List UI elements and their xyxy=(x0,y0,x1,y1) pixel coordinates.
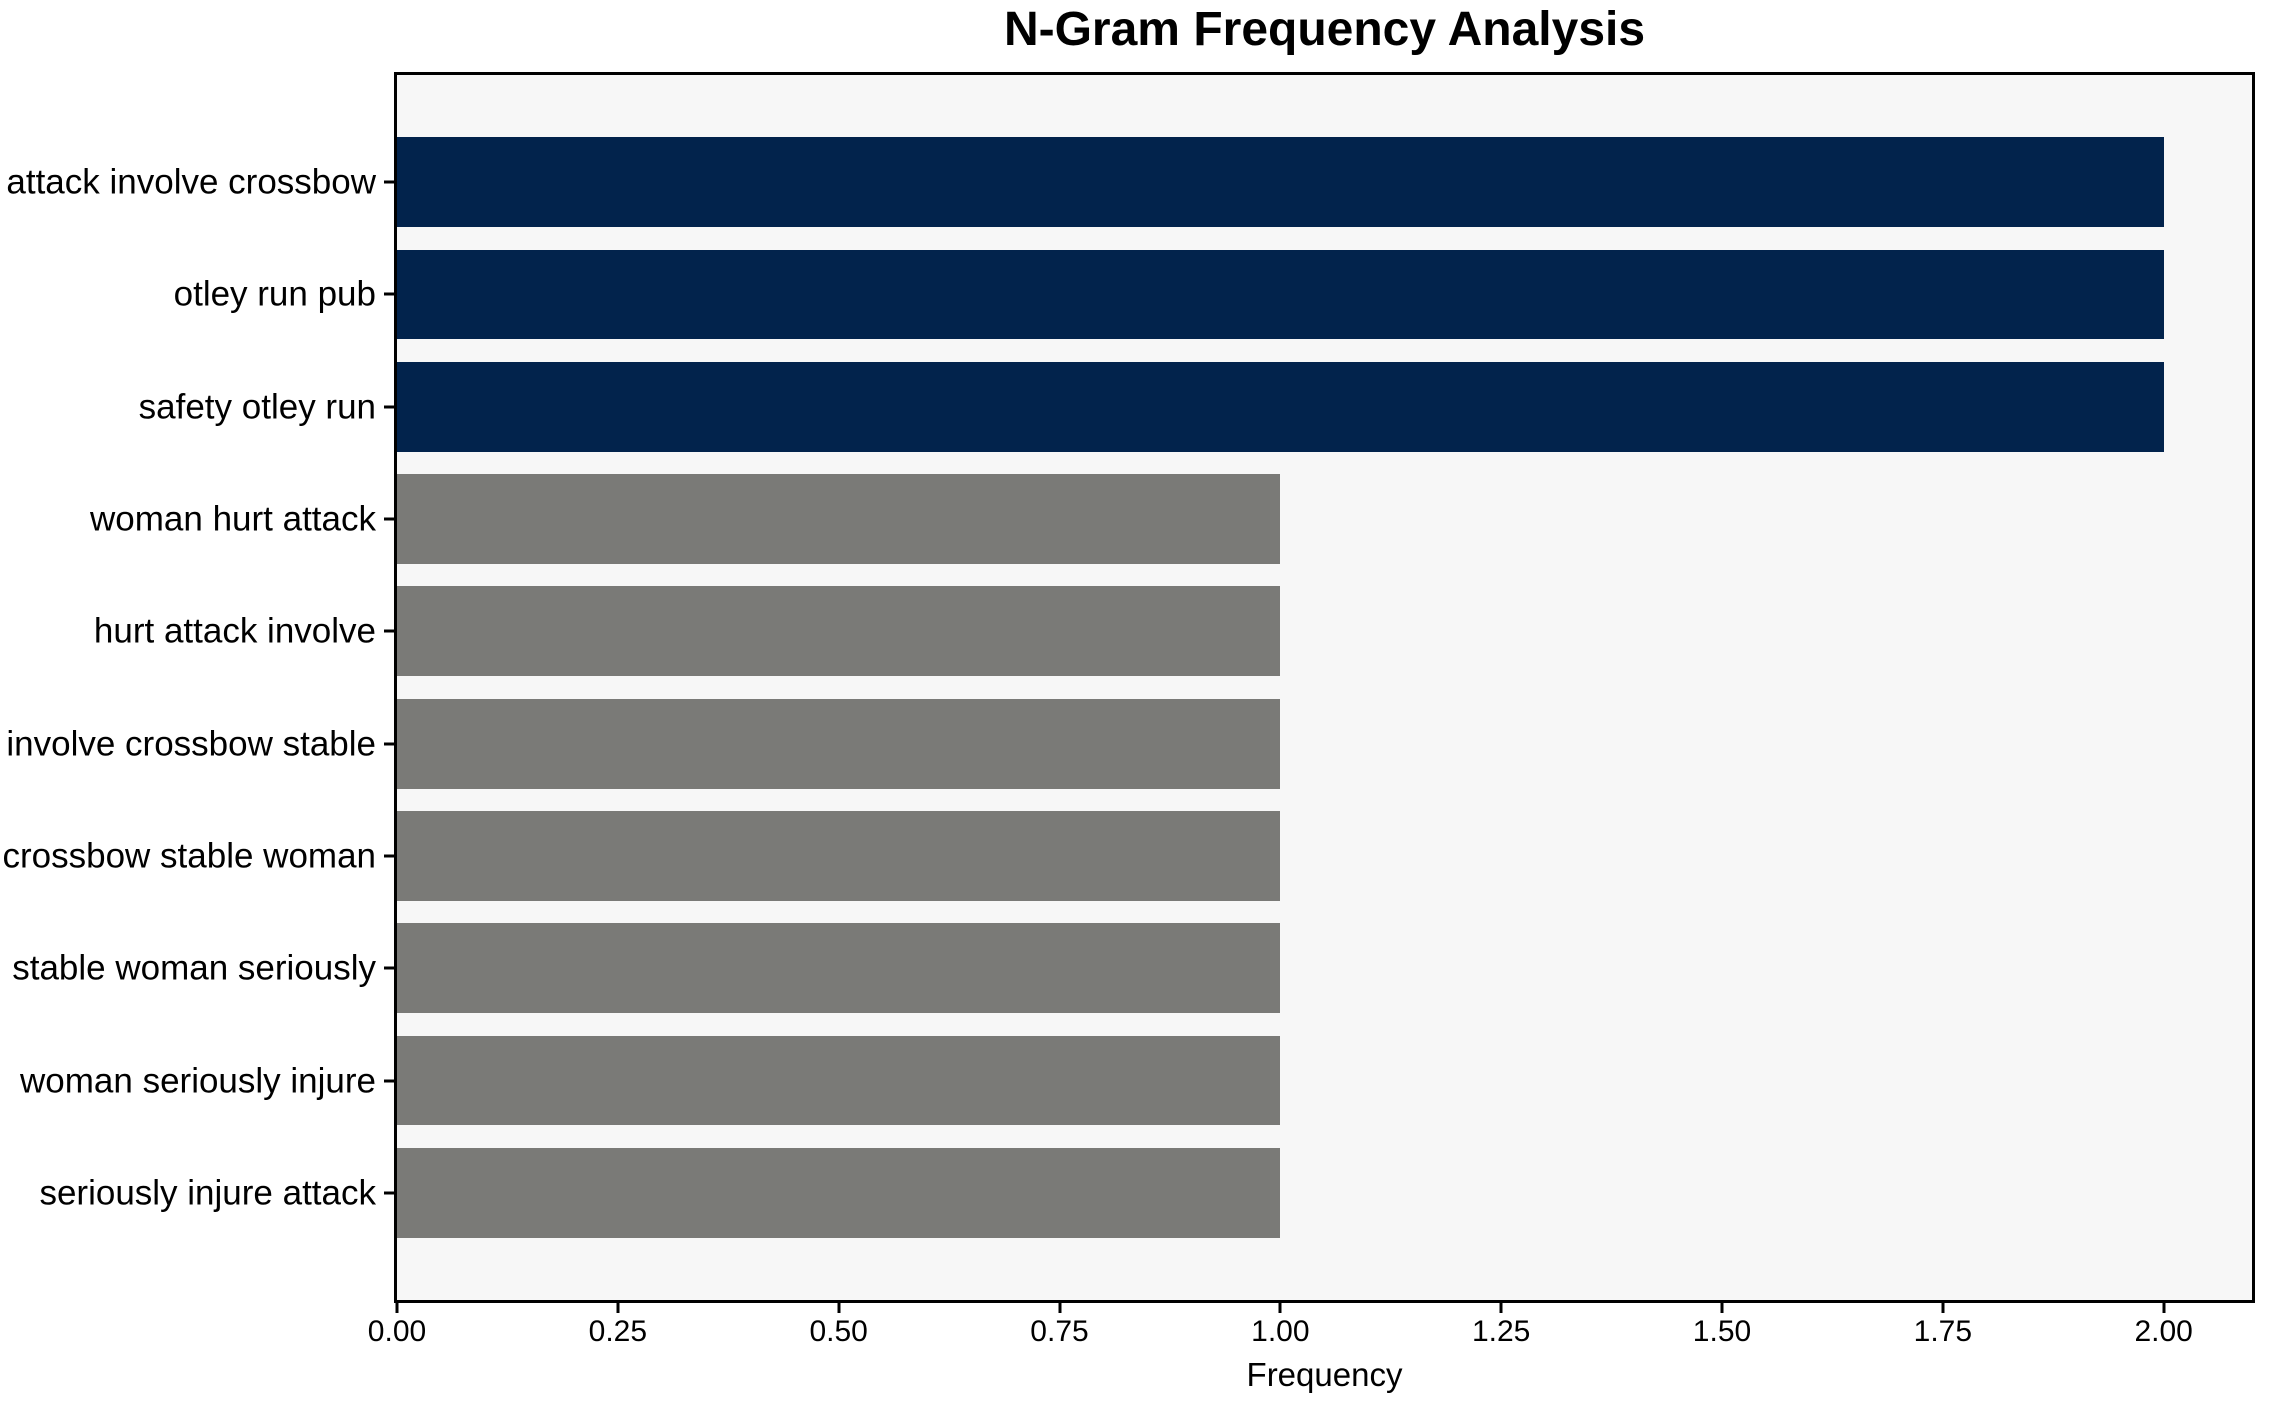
x-tick-label: 1.00 xyxy=(1251,1315,1310,1348)
bar xyxy=(397,1147,1281,1238)
y-axis-tick xyxy=(384,966,394,970)
x-axis-tick xyxy=(1720,1303,1724,1313)
x-tick-label: 0.25 xyxy=(588,1315,648,1348)
y-axis-tick xyxy=(384,854,394,858)
bar xyxy=(397,137,2164,228)
bar xyxy=(397,1035,1281,1126)
y-tick-label: stable woman seriously xyxy=(12,948,376,988)
chart-title: N-Gram Frequency Analysis xyxy=(1003,3,1646,56)
bars-container: attack involve crossbow otley run pub safe… xyxy=(3,75,2252,1300)
bar-row: seriously injure attack xyxy=(39,1137,2252,1249)
plot-area: attack involve crossbow otley run pub safe… xyxy=(3,72,2255,1391)
bar-row: woman seriously injure xyxy=(20,1024,2252,1136)
x-tick-label: 0.00 xyxy=(367,1315,427,1348)
bar-row: hurt attack involve xyxy=(94,575,2252,687)
y-tick-label: hurt attack involve xyxy=(93,611,376,651)
y-axis-tick xyxy=(384,1191,394,1195)
y-axis-tick xyxy=(384,180,394,184)
bar xyxy=(397,923,1281,1014)
y-tick-label: crossbow stable woman xyxy=(2,836,377,876)
bar-row: otley run pub xyxy=(174,238,2252,350)
x-axis-tick xyxy=(837,1303,841,1313)
bar-row: stable woman seriously xyxy=(12,912,2252,1024)
y-axis-tick xyxy=(384,292,394,296)
x-axis-title: Frequency xyxy=(1246,1356,1403,1393)
x-tick-label: 2.00 xyxy=(2134,1315,2193,1348)
bar xyxy=(397,249,2164,340)
x-axis-tick xyxy=(395,1303,399,1313)
bar-row: woman hurt attack xyxy=(90,463,2252,575)
bar xyxy=(397,698,1281,789)
bar-row: safety otley run xyxy=(139,351,2252,463)
x-tick-label: 0.75 xyxy=(1030,1315,1089,1348)
x-axis-tick xyxy=(1941,1303,1945,1313)
x-axis-tick xyxy=(616,1303,620,1313)
bar xyxy=(397,474,1281,564)
bar-row: crossbow stable woman xyxy=(3,800,2252,912)
x-tick-label: 1.50 xyxy=(1692,1315,1752,1348)
x-axis-tick xyxy=(1058,1303,1061,1313)
y-tick-label: safety otley run xyxy=(138,387,376,427)
bar-row: attack involve crossbow xyxy=(6,126,2252,238)
bar-row: involve crossbow stable xyxy=(6,687,2252,799)
y-tick-label: otley run pub xyxy=(173,274,376,314)
y-tick-label: woman hurt attack xyxy=(90,499,376,539)
y-axis-tick xyxy=(384,405,394,409)
y-tick-label: involve crossbow stable xyxy=(6,724,376,764)
x-tick-label: 1.25 xyxy=(1471,1315,1531,1348)
y-tick-label: attack involve crossbow xyxy=(6,162,376,202)
x-axis-tick xyxy=(1278,1303,1282,1313)
bar xyxy=(397,811,1281,901)
x-tick-label: 0.50 xyxy=(809,1315,868,1348)
bar xyxy=(397,586,1281,677)
bar xyxy=(397,361,2164,452)
y-tick-label: woman seriously injure xyxy=(20,1061,376,1101)
y-tick-label: seriously injure attack xyxy=(39,1173,376,1213)
y-axis-tick xyxy=(384,1079,394,1083)
y-axis-tick xyxy=(384,517,394,521)
x-axis-tick xyxy=(1499,1303,1503,1313)
y-axis-tick xyxy=(384,629,394,633)
y-axis-tick xyxy=(384,742,394,746)
x-axis-tick xyxy=(2162,1303,2166,1313)
x-tick-label: 1.75 xyxy=(1913,1315,1973,1348)
